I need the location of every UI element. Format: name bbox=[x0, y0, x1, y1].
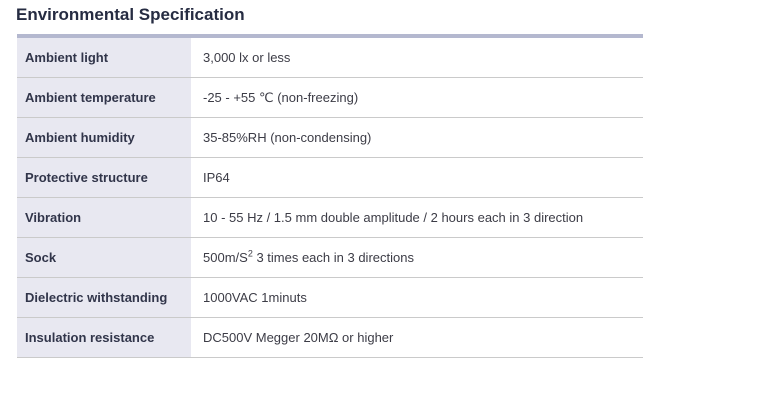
row-label: Ambient temperature bbox=[17, 78, 191, 117]
environmental-spec-table: Ambient light 3,000 lx or less Ambient t… bbox=[17, 34, 643, 358]
row-label: Protective structure bbox=[17, 158, 191, 197]
table-row-sock: Sock 500m/S2 3 times each in 3 direction… bbox=[17, 238, 643, 278]
page-title: Environmental Specification bbox=[16, 5, 245, 24]
table-row-ambient-light: Ambient light 3,000 lx or less bbox=[17, 38, 643, 78]
row-value: -25 - +55 ℃ (non-freezing) bbox=[203, 90, 359, 105]
row-label: Ambient light bbox=[17, 38, 191, 77]
table-row-protective-structure: Protective structure IP64 bbox=[17, 158, 643, 198]
row-value: 500m/S2 3 times each in 3 directions bbox=[191, 238, 643, 277]
row-value: 3,000 lx or less bbox=[203, 50, 291, 65]
superscript: 2 bbox=[247, 248, 253, 259]
table-row-ambient-humidity: Ambient humidity 35-85%RH (non-condensin… bbox=[17, 118, 643, 158]
table-row-vibration: Vibration 10 - 55 Hz / 1.5 mm double amp… bbox=[17, 198, 643, 238]
row-value: DC500V Megger 20MΩ or higher bbox=[203, 330, 394, 345]
row-label: Vibration bbox=[17, 198, 191, 237]
row-label: Insulation resistance bbox=[17, 318, 191, 357]
row-label: Dielectric withstanding bbox=[17, 278, 191, 317]
row-value: IP64 bbox=[203, 170, 230, 185]
row-value-text: 3 times each in 3 directions bbox=[252, 250, 414, 265]
table-row-dielectric-withstanding: Dielectric withstanding 1000VAC 1minuts bbox=[17, 278, 643, 318]
row-label: Ambient humidity bbox=[17, 118, 191, 157]
row-value: 1000VAC 1minuts bbox=[203, 290, 307, 305]
row-value: 35-85%RH (non-condensing) bbox=[203, 130, 372, 145]
table-row-insulation-resistance: Insulation resistance DC500V Megger 20MΩ… bbox=[17, 318, 643, 358]
row-value: 10 - 55 Hz / 1.5 mm double amplitude / 2… bbox=[203, 210, 584, 225]
row-value-text: 500m/S bbox=[203, 250, 248, 265]
row-label: Sock bbox=[17, 238, 191, 277]
table-row-ambient-temperature: Ambient temperature -25 - +55 ℃ (non-fre… bbox=[17, 78, 643, 118]
